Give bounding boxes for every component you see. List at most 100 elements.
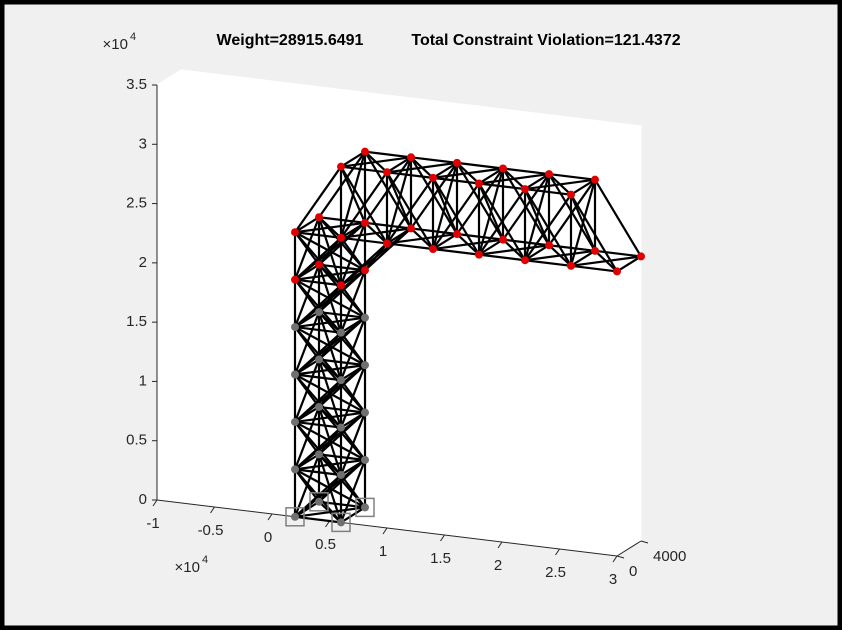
node: [637, 252, 645, 261]
member: [410, 156, 434, 179]
member: [410, 156, 458, 164]
member: [570, 249, 596, 267]
node: [315, 213, 323, 222]
member: [294, 373, 342, 382]
member: [340, 332, 366, 366]
node: [361, 218, 369, 227]
node: [453, 230, 461, 239]
member: [294, 420, 366, 461]
member: [294, 326, 366, 367]
node: [337, 162, 345, 171]
support: [285, 507, 305, 527]
member: [456, 167, 504, 235]
member: [364, 227, 412, 272]
member: [340, 165, 388, 174]
node: [567, 261, 575, 270]
node: [591, 246, 599, 255]
y-tick: [640, 540, 649, 544]
node: [315, 355, 323, 364]
member: [293, 264, 321, 328]
member: [524, 244, 550, 262]
x-tick: [555, 548, 560, 556]
node: [291, 323, 299, 332]
node: [315, 308, 323, 317]
node: [499, 164, 507, 173]
member: [294, 231, 342, 239]
node: [545, 170, 553, 179]
member: [294, 326, 342, 381]
member: [432, 247, 480, 256]
member: [318, 216, 342, 239]
member: [548, 173, 572, 196]
z-tick-label: 2: [139, 254, 147, 271]
member: [340, 221, 366, 239]
z-tick-label: 1: [139, 372, 147, 389]
support: [355, 497, 375, 518]
member: [294, 231, 342, 286]
marks: [285, 147, 645, 533]
member: [502, 238, 550, 247]
member: [569, 179, 597, 267]
node: [591, 175, 599, 184]
member: [502, 167, 526, 190]
member: [548, 244, 596, 252]
y-tick: [616, 555, 625, 559]
node: [361, 503, 369, 512]
member: [502, 238, 526, 262]
x-tick-label: 2.5: [545, 564, 566, 581]
y-tick-label: 4000: [653, 548, 686, 565]
node: [315, 497, 323, 506]
x-tick-label: 1.5: [430, 550, 451, 567]
member: [478, 253, 526, 262]
node: [361, 455, 369, 464]
node: [521, 256, 529, 265]
member: [410, 227, 434, 250]
member: [570, 178, 596, 196]
x-tick: [440, 534, 445, 542]
y-tick-label: 0: [629, 563, 637, 580]
x-tick-label: 1: [379, 543, 387, 560]
member: [318, 269, 366, 313]
node: [337, 470, 345, 479]
node: [291, 275, 299, 284]
member: [294, 373, 366, 414]
member: [524, 173, 550, 191]
member: [477, 168, 505, 255]
x-tick-label: 3: [609, 571, 617, 588]
member: [294, 421, 342, 476]
member: [339, 166, 367, 224]
member: [548, 244, 572, 267]
member: [456, 232, 504, 241]
node: [429, 245, 437, 254]
node: [361, 266, 369, 275]
node: [291, 228, 299, 237]
axes-face: [180, 69, 642, 542]
support: [331, 512, 351, 533]
x-tick: [382, 527, 388, 535]
node: [337, 376, 345, 385]
member: [294, 311, 320, 329]
node: [567, 190, 575, 199]
member: [456, 162, 480, 185]
node: [429, 173, 437, 182]
member: [340, 150, 366, 168]
member: [340, 364, 366, 382]
z-exponent-base: ×10: [103, 36, 128, 53]
node: [383, 239, 391, 248]
member: [594, 250, 618, 273]
node: [291, 465, 299, 474]
member: [386, 177, 434, 245]
member: [432, 161, 458, 179]
member: [294, 231, 366, 272]
y-axis-line: [616, 540, 642, 557]
node: [361, 313, 369, 322]
member: [432, 182, 480, 250]
member: [364, 222, 388, 245]
node: [337, 233, 345, 242]
member: [478, 167, 504, 185]
member: [548, 172, 596, 181]
node: [521, 185, 529, 194]
x-tick: [612, 555, 618, 563]
z-tick-label: 3.5: [126, 76, 147, 93]
